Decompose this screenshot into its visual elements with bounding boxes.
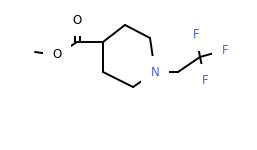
Text: O: O (72, 14, 82, 27)
Text: F: F (202, 74, 208, 87)
Text: O: O (52, 48, 62, 62)
Text: N: N (151, 66, 159, 78)
Text: F: F (222, 44, 228, 57)
Text: F: F (193, 28, 199, 42)
